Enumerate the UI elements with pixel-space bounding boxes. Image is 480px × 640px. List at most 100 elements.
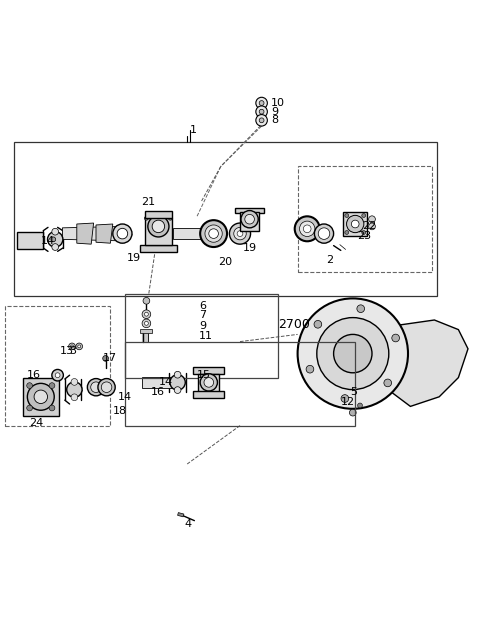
Circle shape [345,230,348,234]
Text: 22: 22 [362,221,377,232]
Bar [240,212,259,231]
Text: 6: 6 [199,301,206,310]
Circle shape [76,343,83,349]
Circle shape [98,378,115,396]
Bar [125,294,278,378]
Circle shape [341,395,349,403]
Circle shape [295,216,320,241]
Text: 4: 4 [185,519,192,529]
Circle shape [51,237,56,242]
Circle shape [55,372,60,378]
Bar [343,212,367,236]
Bar [14,142,437,296]
Text: 14: 14 [118,392,132,402]
Circle shape [52,244,59,250]
Circle shape [334,334,372,372]
Circle shape [117,228,128,239]
Circle shape [345,214,348,218]
Circle shape [49,383,55,388]
Circle shape [384,379,392,387]
Circle shape [27,405,33,411]
Bar [235,207,264,213]
Circle shape [48,232,63,247]
Circle shape [71,394,78,401]
Text: 18: 18 [113,406,127,416]
Circle shape [71,345,73,348]
Bar [178,513,184,517]
Circle shape [357,305,364,312]
Text: 21: 21 [142,197,156,207]
Text: 8: 8 [271,115,278,125]
Bar [140,244,177,252]
Circle shape [303,225,311,232]
Text: 19: 19 [242,243,256,253]
Text: 16: 16 [26,370,40,380]
Bar [145,218,172,244]
Text: 1: 1 [190,125,197,136]
Circle shape [34,390,48,403]
Bar [125,342,355,426]
Text: 11: 11 [199,331,213,341]
Circle shape [256,115,267,126]
Text: 13: 13 [60,346,74,356]
Polygon shape [142,376,178,388]
Circle shape [362,230,366,234]
Circle shape [237,230,243,236]
Circle shape [209,228,218,238]
Bar [198,374,219,393]
Circle shape [298,298,408,409]
Text: 17: 17 [103,353,117,364]
Circle shape [91,382,101,392]
Circle shape [306,365,314,373]
Polygon shape [77,223,94,244]
Circle shape [358,403,362,408]
Circle shape [300,221,315,236]
Circle shape [152,220,165,233]
Circle shape [392,334,399,342]
Circle shape [69,343,75,349]
Circle shape [200,374,217,391]
Text: 7: 7 [199,310,206,320]
Bar [17,232,43,249]
Circle shape [87,378,105,396]
Circle shape [71,378,78,385]
Text: 14: 14 [41,236,55,246]
Circle shape [148,216,169,237]
Circle shape [52,369,63,381]
Circle shape [103,355,108,361]
Circle shape [256,97,267,109]
Polygon shape [62,227,125,241]
Circle shape [204,378,214,387]
Circle shape [362,214,366,218]
Text: 23: 23 [358,231,372,241]
Circle shape [144,216,148,220]
Circle shape [52,228,59,235]
Circle shape [113,224,132,243]
Circle shape [351,220,359,228]
Bar [193,367,224,374]
Text: 9: 9 [199,321,206,331]
Circle shape [205,225,222,242]
Circle shape [78,345,81,348]
Circle shape [259,118,264,123]
Circle shape [67,382,82,397]
Circle shape [318,228,330,239]
Circle shape [101,382,112,392]
Text: 2: 2 [326,255,334,265]
Text: 20: 20 [218,257,232,268]
Circle shape [142,310,151,319]
Circle shape [369,223,375,230]
Bar [5,306,110,426]
Circle shape [142,319,151,328]
Text: 24: 24 [29,418,43,428]
Circle shape [259,109,264,114]
Circle shape [144,321,148,325]
Bar [193,391,224,397]
Bar [298,166,432,272]
Text: 10: 10 [271,98,285,108]
Circle shape [234,227,246,240]
Polygon shape [173,228,211,239]
Bar [145,211,172,218]
Text: 5: 5 [350,387,358,397]
Polygon shape [377,320,468,406]
